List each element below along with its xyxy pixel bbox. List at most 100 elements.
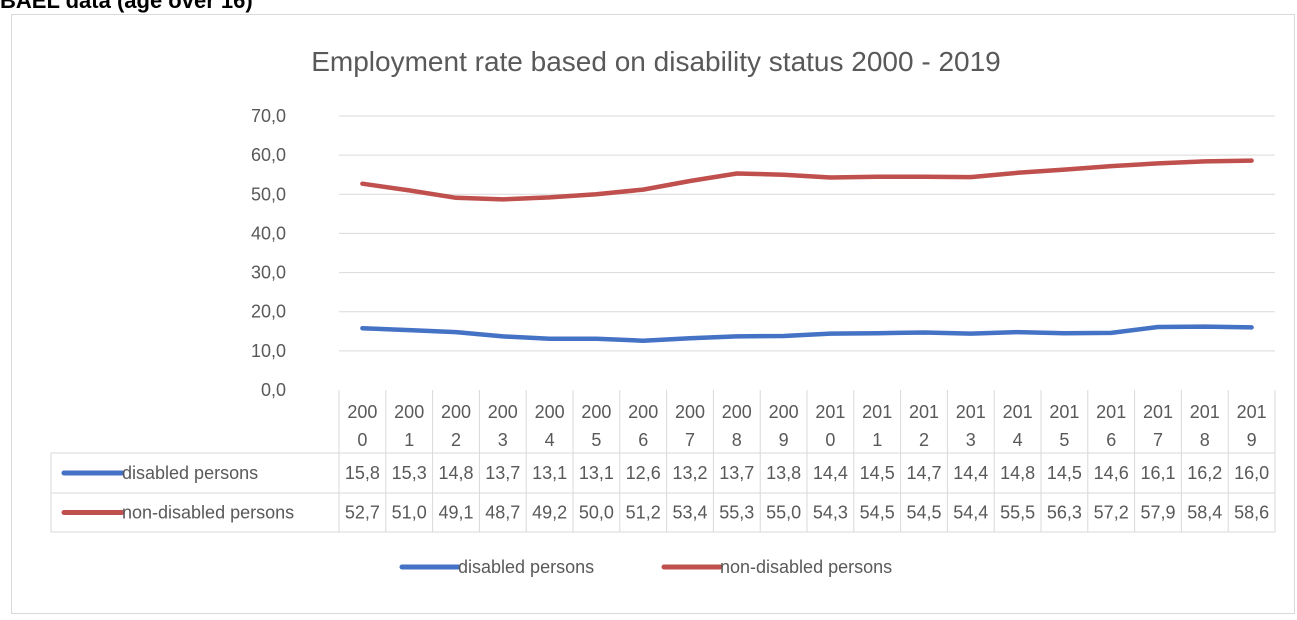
legend-label: disabled persons <box>458 557 594 577</box>
data-label: 14,6 <box>1094 463 1129 483</box>
data-label: 53,4 <box>672 503 707 523</box>
data-label: 15,3 <box>392 463 427 483</box>
y-tick-label: 0,0 <box>261 380 286 400</box>
data-label: 14,5 <box>860 463 895 483</box>
data-label: 58,4 <box>1187 503 1222 523</box>
category-label: 8 <box>1200 430 1210 450</box>
data-label: 55,0 <box>766 503 801 523</box>
data-label: 13,7 <box>719 463 754 483</box>
data-label: 52,7 <box>345 503 380 523</box>
category-label: 7 <box>685 430 695 450</box>
category-label: 201 <box>1143 402 1173 422</box>
data-label: 57,9 <box>1140 503 1175 523</box>
legend-label: non-disabled persons <box>720 557 892 577</box>
category-label: 9 <box>779 430 789 450</box>
category-label: 200 <box>441 402 471 422</box>
series-line <box>360 158 1254 202</box>
category-label: 200 <box>722 402 752 422</box>
category-label: 201 <box>1190 402 1220 422</box>
data-label: 14,5 <box>1047 463 1082 483</box>
category-label: 1 <box>872 430 882 450</box>
data-label: 14,4 <box>953 463 988 483</box>
data-label: 49,1 <box>438 503 473 523</box>
data-label: 54,3 <box>813 503 848 523</box>
category-label: 200 <box>769 402 799 422</box>
page-header: BAEL data (age over 16) <box>0 0 253 13</box>
y-tick-label: 50,0 <box>251 184 286 204</box>
data-label: 14,7 <box>906 463 941 483</box>
category-label: 4 <box>545 430 555 450</box>
category-label: 4 <box>1013 430 1023 450</box>
series-name: non-disabled persons <box>122 503 294 523</box>
category-label: 201 <box>1096 402 1126 422</box>
category-label: 200 <box>581 402 611 422</box>
legend: disabled persons non-disabled persons <box>399 557 892 577</box>
y-tick-label: 10,0 <box>251 341 286 361</box>
y-tick-label: 60,0 <box>251 145 286 165</box>
data-label: 50,0 <box>579 503 614 523</box>
data-label: 12,6 <box>626 463 661 483</box>
category-label: 200 <box>535 402 565 422</box>
category-label: 0 <box>825 430 835 450</box>
category-label: 6 <box>638 430 648 450</box>
data-label: 13,2 <box>672 463 707 483</box>
data-label: 14,8 <box>1000 463 1035 483</box>
category-label: 200 <box>675 402 705 422</box>
category-label: 200 <box>347 402 377 422</box>
category-label: 6 <box>1106 430 1116 450</box>
data-label: 13,1 <box>532 463 567 483</box>
line-chart: Employment rate based on disability stat… <box>50 46 1276 577</box>
chart-title: Employment rate based on disability stat… <box>311 46 1001 77</box>
data-label: 16,2 <box>1187 463 1222 483</box>
data-label: 13,1 <box>579 463 614 483</box>
category-label: 1 <box>404 430 414 450</box>
category-label: 201 <box>909 402 939 422</box>
chart-frame: Employment rate based on disability stat… <box>11 14 1295 614</box>
data-label: 54,5 <box>860 503 895 523</box>
data-label: 55,5 <box>1000 503 1035 523</box>
data-label: 56,3 <box>1047 503 1082 523</box>
data-label: 49,2 <box>532 503 567 523</box>
category-label: 5 <box>1059 430 1069 450</box>
data-label: 13,8 <box>766 463 801 483</box>
category-label: 3 <box>498 430 508 450</box>
data-label: 54,4 <box>953 503 988 523</box>
data-label: 55,3 <box>719 503 754 523</box>
data-label: 14,4 <box>813 463 848 483</box>
category-label: 201 <box>956 402 986 422</box>
y-tick-label: 30,0 <box>251 263 286 283</box>
y-tick-label: 20,0 <box>251 302 286 322</box>
data-label: 13,7 <box>485 463 520 483</box>
category-label: 200 <box>628 402 658 422</box>
data-label: 14,8 <box>438 463 473 483</box>
data-label: 57,2 <box>1094 503 1129 523</box>
series-name: disabled persons <box>122 463 258 483</box>
series-line <box>360 324 1254 343</box>
data-label: 16,1 <box>1140 463 1175 483</box>
category-label: 3 <box>966 430 976 450</box>
category-label: 7 <box>1153 430 1163 450</box>
category-label: 201 <box>1237 402 1267 422</box>
data-label: 54,5 <box>906 503 941 523</box>
y-tick-label: 40,0 <box>251 223 286 243</box>
category-label: 2 <box>451 430 461 450</box>
data-label: 15,8 <box>345 463 380 483</box>
category-label: 2 <box>919 430 929 450</box>
category-label: 200 <box>488 402 518 422</box>
data-label: 16,0 <box>1234 463 1269 483</box>
category-label: 201 <box>1049 402 1079 422</box>
category-label: 0 <box>357 430 367 450</box>
series-lines <box>360 158 1254 343</box>
category-label: 5 <box>591 430 601 450</box>
data-table: 200 0 200 1 200 2 200 3 200 4 200 5 200 6 200 7 200 8 200 9… <box>50 390 1276 533</box>
data-label: 48,7 <box>485 503 520 523</box>
category-label: 201 <box>815 402 845 422</box>
data-label: 51,2 <box>626 503 661 523</box>
gridlines <box>339 115 1275 352</box>
data-label: 51,0 <box>392 503 427 523</box>
y-axis-labels: 0,0 10,0 20,0 30,0 40,0 50,0 60,0 70,0 <box>251 106 286 400</box>
category-label: 201 <box>1003 402 1033 422</box>
category-label: 9 <box>1247 430 1257 450</box>
y-tick-label: 70,0 <box>251 106 286 126</box>
data-label: 58,6 <box>1234 503 1269 523</box>
